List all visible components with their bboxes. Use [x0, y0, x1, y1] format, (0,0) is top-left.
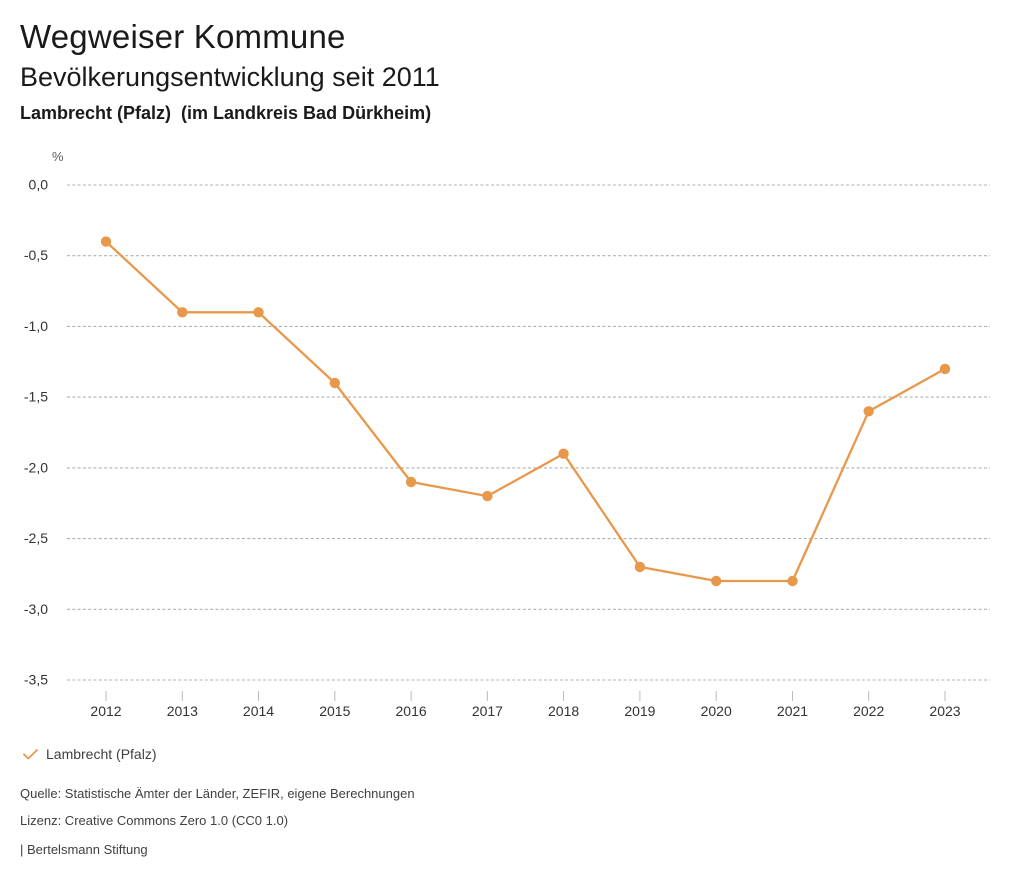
svg-text:2020: 2020	[701, 703, 732, 719]
svg-text:-3,0: -3,0	[24, 601, 48, 617]
svg-text:-0,5: -0,5	[24, 247, 48, 263]
svg-text:-1,5: -1,5	[24, 389, 48, 405]
svg-text:0,0: 0,0	[29, 177, 49, 193]
svg-text:2023: 2023	[929, 703, 960, 719]
svg-text:2013: 2013	[167, 703, 198, 719]
svg-text:2014: 2014	[243, 703, 274, 719]
svg-text:-2,5: -2,5	[24, 530, 48, 546]
svg-text:2015: 2015	[319, 703, 350, 719]
svg-text:2016: 2016	[396, 703, 427, 719]
svg-text:2022: 2022	[853, 703, 884, 719]
svg-text:2021: 2021	[777, 703, 808, 719]
svg-text:-3,5: -3,5	[24, 672, 48, 688]
svg-text:-1,0: -1,0	[24, 318, 48, 334]
svg-text:2017: 2017	[472, 703, 503, 719]
svg-text:2019: 2019	[624, 703, 655, 719]
svg-text:-2,0: -2,0	[24, 459, 48, 475]
svg-text:2012: 2012	[90, 703, 121, 719]
svg-text:2018: 2018	[548, 703, 579, 719]
